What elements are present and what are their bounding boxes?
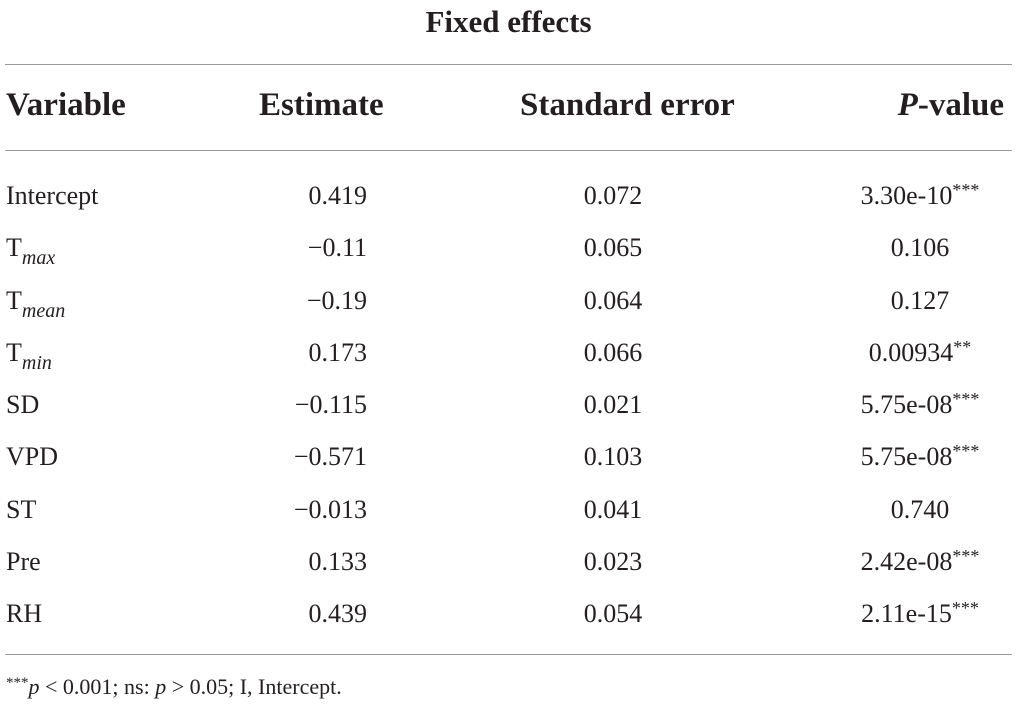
p-value-number: 5.75e-08	[860, 442, 953, 472]
significance-stars: **	[953, 336, 972, 357]
variable-name: T	[6, 285, 22, 315]
table-row: SD −0.115 0.021 5.75e-08***	[0, 379, 1017, 431]
cell-estimate: 0.133	[308, 547, 368, 577]
header-p-value-italic: P	[897, 87, 918, 123]
cell-variable: Pre	[6, 536, 41, 588]
cell-p-value: 5.75e-08***	[830, 431, 1010, 485]
p-value-number: 0.106	[890, 233, 950, 263]
variable-name: Pre	[6, 547, 41, 577]
p-value-number: 2.42e-08	[860, 547, 953, 577]
table-row: Tmean −0.19 0.064 0.127	[0, 275, 1017, 327]
cell-standard-error: 0.023	[583, 547, 643, 577]
significance-stars: ***	[952, 546, 980, 567]
table-footnote: ***p < 0.001; ns: p > 0.05; I, Intercept…	[6, 672, 342, 705]
table-row: Intercept 0.419 0.072 3.30e-10***	[0, 170, 1017, 222]
variable-name: T	[6, 233, 22, 263]
p-value-number: 0.00934	[868, 337, 954, 367]
variable-name: T	[6, 337, 22, 367]
cell-p-value: 0.127	[830, 275, 1010, 327]
significance-stars: ***	[952, 180, 980, 200]
cell-estimate: −0.013	[293, 494, 367, 524]
cell-standard-error: 0.072	[583, 181, 643, 210]
cell-variable: Intercept	[6, 170, 98, 222]
table-row: ST −0.013 0.041 0.740	[0, 484, 1017, 536]
cell-standard-error: 0.103	[583, 442, 643, 472]
header-rule	[5, 150, 1012, 151]
variable-subscript: mean	[21, 299, 66, 322]
variable-name: RH	[6, 599, 43, 629]
cell-p-value: 3.30e-10***	[830, 170, 1010, 224]
cell-estimate: 0.439	[308, 599, 368, 629]
footnote-p-symbol: p	[155, 674, 167, 699]
cell-standard-error: 0.041	[583, 494, 643, 524]
cell-variable: Tmin	[6, 327, 52, 381]
cell-p-value: 5.75e-08***	[830, 379, 1010, 433]
variable-name: VPD	[6, 442, 59, 472]
cell-standard-error: 0.066	[583, 337, 643, 367]
footnote-stars: ***	[6, 675, 29, 691]
cell-estimate: −0.11	[307, 233, 367, 263]
cell-variable: Tmax	[6, 222, 55, 276]
cell-standard-error: 0.065	[583, 233, 643, 263]
table-row: Tmax −0.11 0.065 0.106	[0, 222, 1017, 274]
cell-variable: ST	[6, 484, 36, 536]
cell-p-value: 0.106	[830, 222, 1010, 274]
header-standard-error: Standard error	[520, 87, 735, 123]
variable-subscript: min	[21, 351, 52, 374]
cell-variable: Tmean	[6, 275, 65, 329]
header-p-value: P-value	[898, 84, 1004, 126]
cell-variable: RH	[6, 588, 42, 640]
table-row: RH 0.439 0.054 2.11e-15***	[0, 588, 1017, 640]
cell-p-value: 0.00934**	[830, 327, 1010, 381]
variable-name: Intercept	[6, 181, 99, 210]
cell-p-value: 0.740	[830, 484, 1010, 536]
cell-standard-error: 0.054	[583, 599, 643, 629]
significance-stars: ***	[952, 441, 980, 462]
cell-estimate: 0.173	[308, 337, 368, 367]
table-row: VPD −0.571 0.103 5.75e-08***	[0, 431, 1017, 483]
variable-subscript: max	[21, 247, 56, 270]
header-variable: Variable	[6, 87, 126, 123]
cell-standard-error: 0.021	[583, 390, 643, 420]
table-row: Pre 0.133 0.023 2.42e-08***	[0, 536, 1017, 588]
footnote-text-1: < 0.001; ns:	[39, 674, 156, 699]
p-value-number: 0.740	[890, 494, 950, 524]
cell-estimate: 0.419	[308, 181, 368, 210]
header-p-value-rest: -value	[917, 87, 1004, 123]
significance-stars: ***	[952, 389, 980, 410]
table-caption: Fixed effects	[425, 4, 592, 39]
variable-name: ST	[6, 494, 37, 524]
p-value-number: 0.127	[890, 285, 950, 315]
p-value-number: 2.11e-15	[861, 599, 952, 629]
cell-variable: VPD	[6, 431, 58, 483]
cell-standard-error: 0.064	[583, 285, 643, 315]
cell-p-value: 2.11e-15***	[830, 588, 1010, 642]
p-value-number: 5.75e-08	[860, 390, 953, 420]
footnote-text-2: > 0.05; I, Intercept.	[166, 674, 342, 699]
header-estimate: Estimate	[259, 87, 384, 123]
cell-estimate: −0.19	[306, 285, 367, 315]
table-row: Tmin 0.173 0.066 0.00934**	[0, 327, 1017, 379]
cell-estimate: −0.115	[294, 390, 367, 420]
cell-variable: SD	[6, 379, 39, 431]
table-body: Intercept 0.419 0.072 3.30e-10*** Tmax −0.11 0…	[0, 170, 1017, 641]
significance-stars: ***	[951, 598, 979, 619]
p-value-number: 3.30e-10	[860, 181, 953, 210]
top-rule	[5, 64, 1012, 65]
footnote-p-symbol: p	[28, 674, 40, 699]
bottom-rule	[5, 654, 1012, 655]
cell-p-value: 2.42e-08***	[830, 536, 1010, 590]
variable-name: SD	[6, 390, 40, 420]
cell-estimate: −0.571	[293, 442, 367, 472]
